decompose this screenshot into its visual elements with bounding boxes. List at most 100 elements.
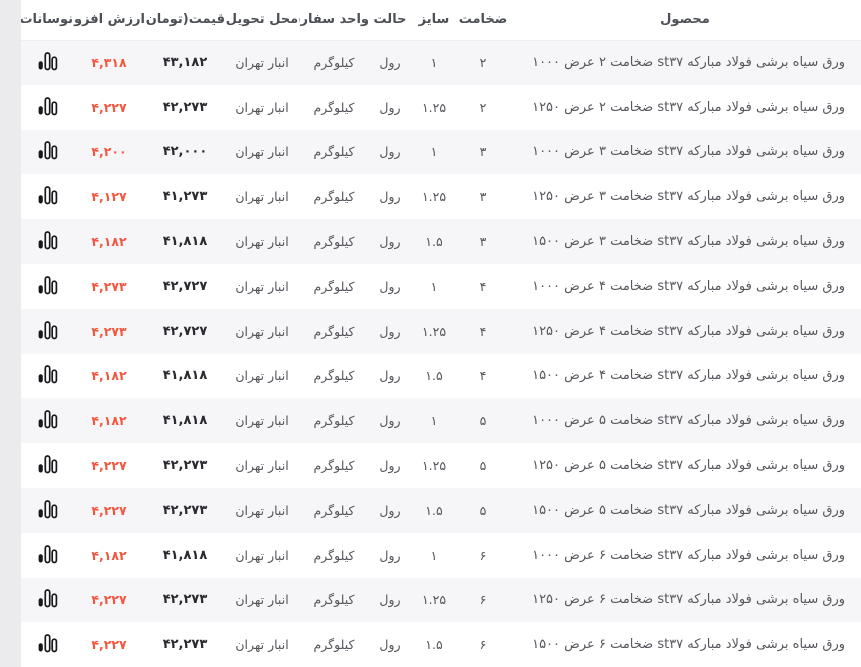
table-row: ورق سیاه برشی فولاد مبارکه st۳۷ ضخامت ۲ … [21,84,861,130]
thickness-cell: ۵ [479,502,487,518]
bar-chart-icon[interactable] [37,588,58,608]
bar-chart-icon[interactable] [37,544,58,564]
size-cell: ۱ [430,55,438,71]
product-cell: ورق سیاه برشی فولاد مبارکه st۳۷ ضخامت ۴ … [532,278,845,294]
fluctuations-cell[interactable] [21,174,73,219]
column-header-price: قیمت(تومان) [145,0,225,41]
fluctuations-cell[interactable] [21,219,73,264]
fluctuations-cell[interactable] [21,622,73,667]
vat-cell: ۴,۱۸۲ [91,547,127,563]
unit-cell: کیلوگرم [313,413,355,429]
state-cell: رول [379,323,401,339]
size-cell: ۱.۵ [425,368,443,384]
bar-chart-icon[interactable] [37,454,58,474]
table-row: ورق سیاه برشی فولاد مبارکه st۳۷ ضخامت ۴ … [21,353,861,399]
product-cell: ورق سیاه برشی فولاد مبارکه st۳۷ ضخامت ۳ … [532,144,845,160]
fluctuations-cell[interactable] [21,40,73,85]
unit-cell: کیلوگرم [313,592,355,608]
product-cell: ورق سیاه برشی فولاد مبارکه st۳۷ ضخامت ۵ … [532,502,845,518]
product-cell: ورق سیاه برشی فولاد مبارکه st۳۷ ضخامت ۵ … [532,458,845,474]
state-cell: رول [379,592,401,608]
price-cell: ۴۲,۰۰۰ [162,144,208,160]
fluctuations-cell[interactable] [21,309,73,354]
unit-cell: کیلوگرم [313,368,355,384]
bar-chart-icon[interactable] [37,185,58,205]
price-cell: ۴۲,۲۷۳ [162,637,208,653]
column-header-thickness: ضخامت [457,0,509,41]
thickness-cell: ۶ [479,637,487,653]
fluctuations-cell[interactable] [21,398,73,443]
fluctuations-cell[interactable] [21,488,73,533]
thickness-cell: ۳ [479,234,487,250]
column-header-fluctuations: نوسانات [21,0,73,41]
bar-chart-icon[interactable] [37,633,58,653]
table-row: ورق سیاه برشی فولاد مبارکه st۳۷ ضخامت ۵ … [21,398,861,444]
unit-cell: کیلوگرم [313,458,355,474]
bar-chart-icon[interactable] [37,96,58,116]
fluctuations-cell[interactable] [21,130,73,175]
product-cell: ورق سیاه برشی فولاد مبارکه st۳۷ ضخامت ۳ … [532,189,845,205]
state-cell: رول [379,458,401,474]
vat-cell: ۴,۱۲۷ [91,189,127,205]
unit-cell: کیلوگرم [313,637,355,653]
fluctuations-cell[interactable] [21,533,73,578]
product-cell: ورق سیاه برشی فولاد مبارکه st۳۷ ضخامت ۵ … [532,413,845,429]
size-cell: ۱.۲۵ [421,323,447,339]
vat-cell: ۴,۱۸۲ [91,234,127,250]
thickness-cell: ۵ [479,413,487,429]
fluctuations-cell[interactable] [21,264,73,309]
bar-chart-icon[interactable] [37,275,58,295]
table-row: ورق سیاه برشی فولاد مبارکه st۳۷ ضخامت ۴ … [21,263,861,309]
state-cell: رول [379,189,401,205]
fluctuations-cell[interactable] [21,443,73,488]
table-row: ورق سیاه برشی فولاد مبارکه st۳۷ ضخامت ۶ … [21,532,861,578]
table-row: ورق سیاه برشی فولاد مبارکه st۳۷ ضخامت ۴ … [21,308,861,354]
thickness-cell: ۶ [479,547,487,563]
unit-cell: کیلوگرم [313,278,355,294]
delivery-cell: انبار تهران [235,144,289,160]
fluctuations-cell[interactable] [21,354,73,399]
bar-chart-icon[interactable] [37,140,58,160]
vat-cell: ۴,۲۲۷ [91,99,127,115]
size-cell: ۱.۵ [425,234,443,250]
thickness-cell: ۴ [479,278,487,294]
size-cell: ۱.۲۵ [421,458,447,474]
bar-chart-icon[interactable] [37,364,58,384]
price-cell: ۴۱,۸۱۸ [162,234,208,250]
table-row: ورق سیاه برشی فولاد مبارکه st۳۷ ضخامت ۳ … [21,219,861,264]
fluctuations-cell[interactable] [21,85,73,130]
product-cell: ورق سیاه برشی فولاد مبارکه st۳۷ ضخامت ۲ … [532,55,845,71]
unit-cell: کیلوگرم [313,189,355,205]
bar-chart-icon[interactable] [37,230,58,250]
bar-chart-icon[interactable] [37,51,58,71]
thickness-cell: ۴ [479,323,487,339]
table-body: ورق سیاه برشی فولاد مبارکه st۳۷ ضخامت ۲ … [21,40,861,667]
table-row: ورق سیاه برشی فولاد مبارکه st۳۷ ضخامت ۳ … [21,174,861,220]
thickness-cell: ۲ [479,99,487,115]
vat-cell: ۴,۲۲۷ [91,637,127,653]
vat-cell: ۴,۳۱۸ [91,55,127,71]
product-cell: ورق سیاه برشی فولاد مبارکه st۳۷ ضخامت ۲ … [532,99,845,115]
size-cell: ۱.۵ [425,637,443,653]
fluctuations-cell[interactable] [21,578,73,623]
bar-chart-icon[interactable] [37,320,58,340]
size-cell: ۱.۲۵ [421,592,447,608]
bar-chart-icon[interactable] [37,499,58,519]
price-cell: ۴۳,۱۸۲ [162,55,208,71]
price-cell: ۴۲,۷۲۷ [162,278,208,294]
state-cell: رول [379,278,401,294]
vat-cell: ۴,۲۲۷ [91,502,127,518]
thickness-cell: ۳ [479,144,487,160]
price-cell: ۴۱,۸۱۸ [162,413,208,429]
column-header-product: محصول [509,0,861,41]
product-cell: ورق سیاه برشی فولاد مبارکه st۳۷ ضخامت ۴ … [532,323,845,339]
column-header-delivery: محل تحویل [225,0,299,41]
bar-chart-icon[interactable] [37,409,58,429]
delivery-cell: انبار تهران [235,189,289,205]
table-row: ورق سیاه برشی فولاد مبارکه st۳۷ ضخامت ۵ … [21,443,861,488]
state-cell: رول [379,502,401,518]
unit-cell: کیلوگرم [313,502,355,518]
